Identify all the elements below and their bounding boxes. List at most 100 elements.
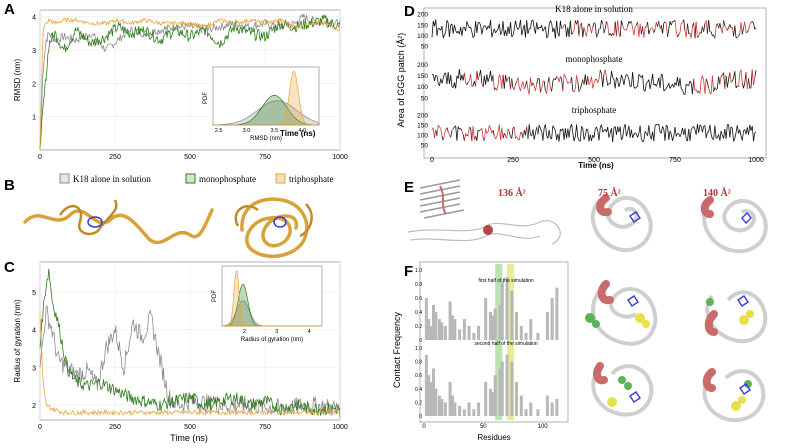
panel-d-subpanel-label: triphosphate — [572, 105, 617, 115]
inset-x-tick-label: 2.5 — [215, 128, 223, 134]
y-tick-label: 100 — [417, 84, 428, 91]
ggg-area-label-fibril: 136 Å² — [498, 187, 526, 199]
x-tick-label: 250 — [507, 157, 519, 164]
panel-label-a: A — [4, 1, 15, 18]
panel-f-x-axis-label: Residues — [477, 433, 510, 442]
x-tick-label: 750 — [259, 154, 271, 161]
y-tick-label: 0.4 — [415, 310, 422, 316]
x-tick-label: 0 — [38, 154, 42, 161]
y-tick-label: 150 — [417, 73, 428, 80]
panel-e-structures: 136 Å² 75 Å² 140 Å² — [408, 180, 766, 251]
legend-label-k18: K18 alone in solution — [73, 174, 151, 184]
contact-bar — [520, 326, 523, 340]
y-tick-label: 2 — [32, 403, 36, 410]
panel-d-ggg-area-chart: K18 alone in solution50100150200monophos… — [396, 4, 766, 170]
triphosphate-structure — [704, 200, 766, 251]
contact-bar — [453, 319, 456, 340]
contact-bar — [472, 333, 475, 340]
contact-bar — [458, 406, 461, 416]
legend-swatch-monophosphate — [186, 174, 195, 183]
panel-a-y-axis-label: RMSD (nm) — [13, 59, 22, 102]
panel-b-protein-structures — [25, 199, 312, 256]
x-tick-label: 0 — [422, 424, 426, 430]
panel-f-subtitle-second: second half of the simulation — [474, 341, 538, 347]
contact-bar — [494, 309, 497, 341]
panel-d-x-axis-label: Time (ns) — [578, 161, 614, 170]
contact-bar — [468, 326, 471, 340]
x-tick-label: 250 — [109, 154, 121, 161]
inset-x-tick-label: 3.0 — [243, 128, 251, 134]
contact-bar — [484, 298, 487, 340]
inset-x-tick-label: 4 — [308, 329, 311, 335]
y-tick-label: 150 — [417, 123, 428, 130]
panel-label-e: E — [404, 179, 414, 196]
y-tick-label: 1 — [32, 115, 36, 122]
y-tick-label: 0.6 — [415, 373, 422, 379]
monophosphate-structure — [593, 198, 651, 250]
legend-label-triphosphate: triphosphate — [289, 174, 334, 184]
contact-bar — [525, 333, 528, 340]
x-tick-label: 250 — [109, 424, 121, 431]
y-tick-label: 0 — [419, 338, 422, 344]
panel-c-x-axis-label: Time (ns) — [170, 433, 208, 443]
panel-f-y-axis-label: Contact Frequency — [392, 311, 402, 388]
contact-bar — [546, 396, 549, 416]
y-tick-label: 0.2 — [415, 324, 422, 330]
y-tick-label: 0.6 — [415, 296, 422, 302]
contact-bar — [494, 375, 497, 416]
y-tick-label: 0.8 — [415, 360, 422, 366]
y-tick-label: 0 — [419, 414, 422, 420]
y-tick-label: 4 — [32, 328, 36, 335]
y-tick-label: 200 — [417, 62, 428, 69]
extended-protein-ribbon — [25, 210, 212, 242]
x-tick-label: 1000 — [332, 424, 348, 431]
contact-bar — [501, 281, 504, 341]
ggg-patch — [483, 225, 493, 235]
y-tick-label: 0.4 — [415, 387, 422, 393]
y-tick-label: 1.0 — [415, 346, 422, 352]
x-tick-label: 0 — [430, 157, 434, 164]
contact-bar — [555, 288, 558, 341]
inset-x-tick-label: 3.5 — [271, 128, 279, 134]
contact-bar — [444, 326, 447, 340]
contact-bar — [520, 396, 523, 416]
contact-bar — [529, 319, 532, 340]
contact-bar — [546, 312, 549, 340]
contact-bar — [536, 333, 539, 340]
y-tick-label: 50 — [421, 95, 429, 102]
panel-d-subpanel-label: K18 alone in solution — [555, 4, 633, 14]
y-tick-label: 50 — [421, 143, 429, 150]
inset-x-tick-label: 2 — [243, 329, 246, 335]
panel-label-f: F — [404, 263, 413, 280]
contact-bar — [463, 409, 466, 416]
contact-bar — [440, 323, 443, 341]
y-tick-label: 4 — [32, 15, 36, 22]
inset-x-tick-label: 3 — [275, 329, 278, 335]
x-tick-label: 750 — [259, 424, 271, 431]
panel-c-inset-y-label: PDF — [212, 290, 218, 302]
ggg-area-label-monophosphate: 75 Å² — [598, 187, 621, 199]
contact-bar — [510, 291, 513, 340]
y-tick-label: 200 — [417, 113, 428, 120]
legend: K18 alone in solution monophosphate trip… — [60, 174, 334, 184]
panel-label-c: C — [4, 259, 15, 276]
panel-d-plot-frame — [424, 8, 766, 158]
panel-a-inset-x-label: RMSD (nm) — [250, 136, 282, 142]
x-tick-label: 1000 — [332, 154, 348, 161]
x-tick-label: 100 — [538, 424, 549, 430]
contact-bar — [515, 382, 518, 416]
y-tick-label: 2 — [32, 81, 36, 88]
y-tick-label: 0.8 — [415, 282, 422, 288]
panel-f-contact-structures — [585, 284, 765, 420]
contact-bar — [551, 402, 554, 416]
contact-bar — [515, 312, 518, 340]
x-tick-label: 1000 — [748, 157, 764, 164]
y-tick-label: 3 — [32, 365, 36, 372]
contact-bar — [555, 399, 558, 416]
contact-bar — [506, 355, 509, 416]
contact-bar — [444, 402, 447, 416]
contact-bar — [529, 402, 532, 416]
